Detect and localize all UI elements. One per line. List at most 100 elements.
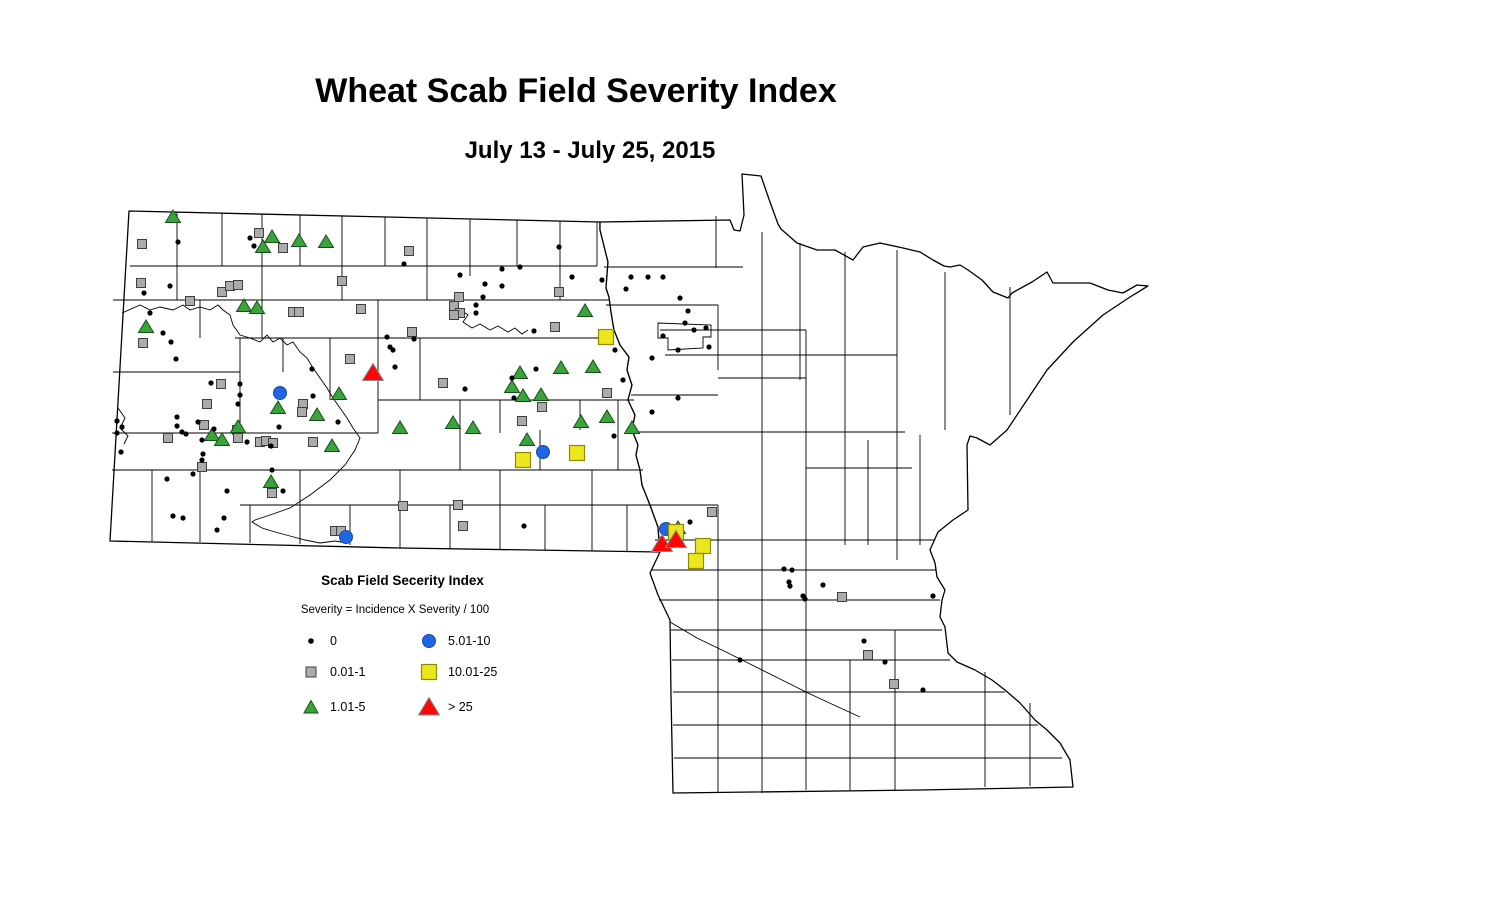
marker-green-triangle <box>317 234 335 248</box>
marker-green-triangle <box>213 432 231 446</box>
marker-gray-square <box>136 278 146 288</box>
marker-black-dot <box>235 401 241 407</box>
legend-item-label: 10.01-25 <box>448 665 498 679</box>
marker-black-dot <box>533 366 539 372</box>
marker-black-dot <box>170 513 176 519</box>
marker-black-dot <box>392 364 398 370</box>
minnesota-shape <box>599 173 1149 794</box>
marker-green-triangle <box>308 407 326 421</box>
marker-green-triangle <box>584 359 602 373</box>
map-title: Wheat Scab Field Severity Index <box>315 72 837 110</box>
marker-black-dot <box>244 439 250 445</box>
legend-title: Scab Field Secerity Index <box>321 573 484 588</box>
marker-gray-square <box>202 399 212 409</box>
marker-yellow-square <box>694 537 712 555</box>
marker-gray-square <box>458 521 468 531</box>
marker-black-dot <box>675 395 681 401</box>
marker-black-dot <box>473 310 479 316</box>
marker-black-dot <box>179 429 185 435</box>
marker-green-triangle <box>248 300 266 314</box>
marker-black-dot <box>335 419 341 425</box>
map-subtitle: July 13 - July 25, 2015 <box>464 137 716 164</box>
marker-black-dot <box>660 333 666 339</box>
severity-markers-layer <box>114 209 936 693</box>
marker-green-triangle <box>503 379 521 393</box>
marker-black-dot <box>802 596 808 602</box>
marker-black-dot <box>114 430 120 436</box>
marker-black-dot <box>268 443 274 449</box>
marker-black-dot <box>677 295 683 301</box>
marker-black-dot <box>645 274 651 280</box>
marker-red-triangle <box>361 362 385 381</box>
marker-gray-square <box>398 501 408 511</box>
legend: Scab Field Secerity Index Severity = Inc… <box>270 565 550 740</box>
marker-black-dot <box>685 308 691 314</box>
marker-black-dot <box>628 274 634 280</box>
marker-gray-square <box>889 679 899 689</box>
marker-black-dot <box>660 274 666 280</box>
marker-gray-square <box>356 304 366 314</box>
marker-gray-square <box>294 307 304 317</box>
marker-green-triangle <box>518 432 536 446</box>
marker-black-dot <box>462 386 468 392</box>
marker-black-dot <box>147 310 153 316</box>
marker-black-dot <box>401 261 407 267</box>
legend-item-moderate: 1.01-5 <box>298 694 365 720</box>
marker-black-dot <box>556 244 562 250</box>
marker-black-dot <box>174 414 180 420</box>
marker-black-dot <box>620 377 626 383</box>
marker-green-triangle <box>203 427 221 441</box>
legend-item-extreme: > 25 <box>416 694 473 720</box>
marker-green-triangle <box>598 409 616 423</box>
marker-gray-square <box>216 379 226 389</box>
marker-black-dot <box>200 451 206 457</box>
marker-black-dot <box>167 283 173 289</box>
marker-black-dot <box>247 235 253 241</box>
marker-black-dot <box>199 437 205 443</box>
marker-green-triangle <box>552 360 570 374</box>
marker-black-dot <box>691 327 697 333</box>
marker-black-dot <box>789 567 795 573</box>
marker-gray-square <box>517 416 527 426</box>
marker-black-dot <box>190 471 196 477</box>
marker-gray-square <box>185 296 195 306</box>
marker-gray-square <box>217 287 227 297</box>
marker-black-dot <box>224 488 230 494</box>
marker-black-dot <box>531 328 537 334</box>
marker-black-dot <box>309 366 315 372</box>
marker-black-dot <box>473 302 479 308</box>
marker-black-dot <box>411 336 417 342</box>
red-triangle-icon <box>417 696 441 716</box>
marker-black-dot <box>521 523 527 529</box>
marker-blue-circle <box>273 386 287 400</box>
marker-black-dot <box>119 424 125 430</box>
legend-item-label: 0 <box>330 634 337 648</box>
marker-black-dot <box>482 281 488 287</box>
marker-black-dot <box>787 583 793 589</box>
marker-gray-square <box>254 228 264 238</box>
marker-black-dot <box>180 515 186 521</box>
legend-item-low: 0.01-1 <box>298 659 365 685</box>
marker-black-dot <box>141 290 147 296</box>
marker-black-dot <box>649 409 655 415</box>
marker-black-dot <box>499 283 505 289</box>
legend-item-label: 1.01-5 <box>330 700 366 714</box>
marker-gray-square <box>602 388 612 398</box>
marker-gray-square <box>404 246 414 256</box>
marker-black-dot <box>511 395 517 401</box>
marker-black-dot <box>820 582 826 588</box>
marker-black-dot <box>183 431 189 437</box>
marker-black-dot <box>517 264 523 270</box>
marker-gray-square <box>278 243 288 253</box>
marker-gray-square <box>197 462 207 472</box>
marker-gray-square <box>449 310 459 320</box>
marker-black-dot <box>649 355 655 361</box>
marker-black-dot <box>499 266 505 272</box>
legend-item-zero: 0 <box>298 628 337 654</box>
legend-item-label: 5.01-10 <box>448 634 491 648</box>
marker-black-dot <box>920 687 926 693</box>
marker-gray-square <box>337 276 347 286</box>
marker-gray-square <box>453 500 463 510</box>
marker-yellow-square <box>687 552 705 570</box>
